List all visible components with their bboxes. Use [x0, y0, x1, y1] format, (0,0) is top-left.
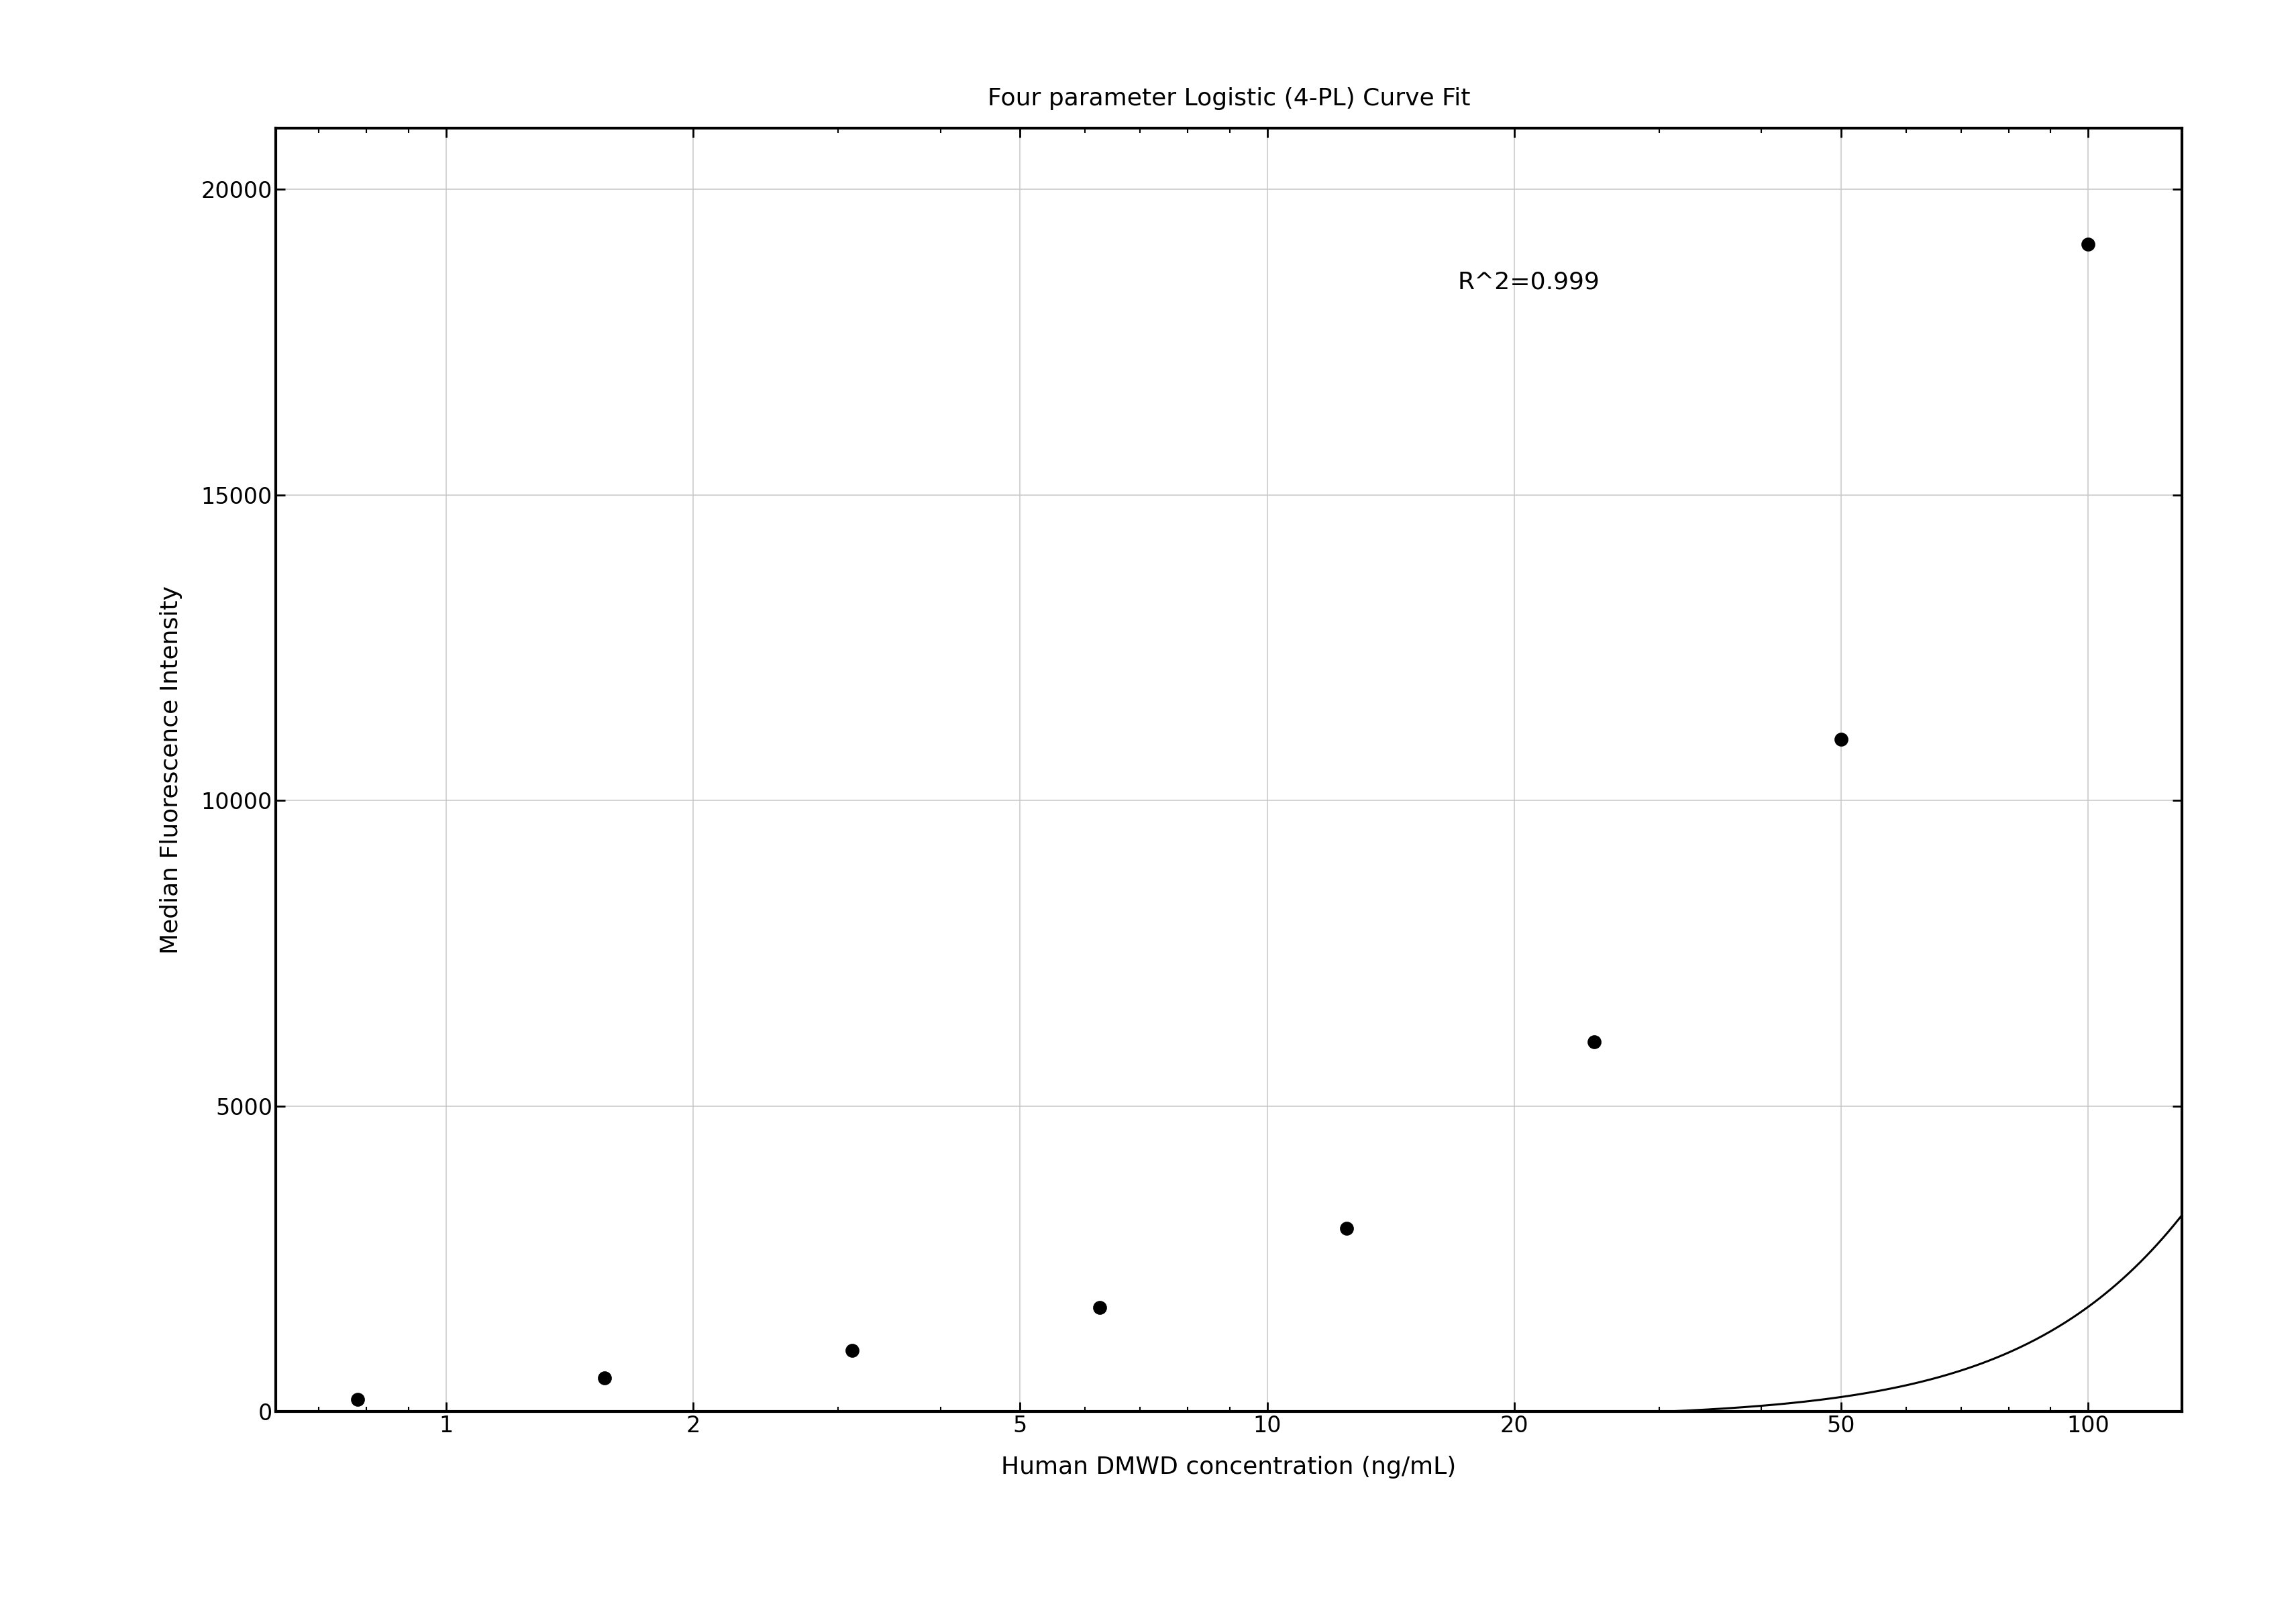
Point: [340, 1386, 377, 1412]
Point: [1823, 727, 1860, 752]
Point: [2069, 231, 2105, 257]
Point: [585, 1365, 622, 1391]
Y-axis label: Median Fluorescence Intensity: Median Fluorescence Intensity: [158, 585, 181, 954]
X-axis label: Human DMWD concentration (ng/mL): Human DMWD concentration (ng/mL): [1001, 1455, 1456, 1479]
Point: [833, 1338, 870, 1363]
Text: R^2=0.999: R^2=0.999: [1458, 271, 1598, 294]
Point: [1575, 1030, 1612, 1055]
Point: [1081, 1294, 1118, 1320]
Point: [1327, 1216, 1364, 1241]
Title: Four parameter Logistic (4-PL) Curve Fit: Four parameter Logistic (4-PL) Curve Fit: [987, 87, 1469, 109]
